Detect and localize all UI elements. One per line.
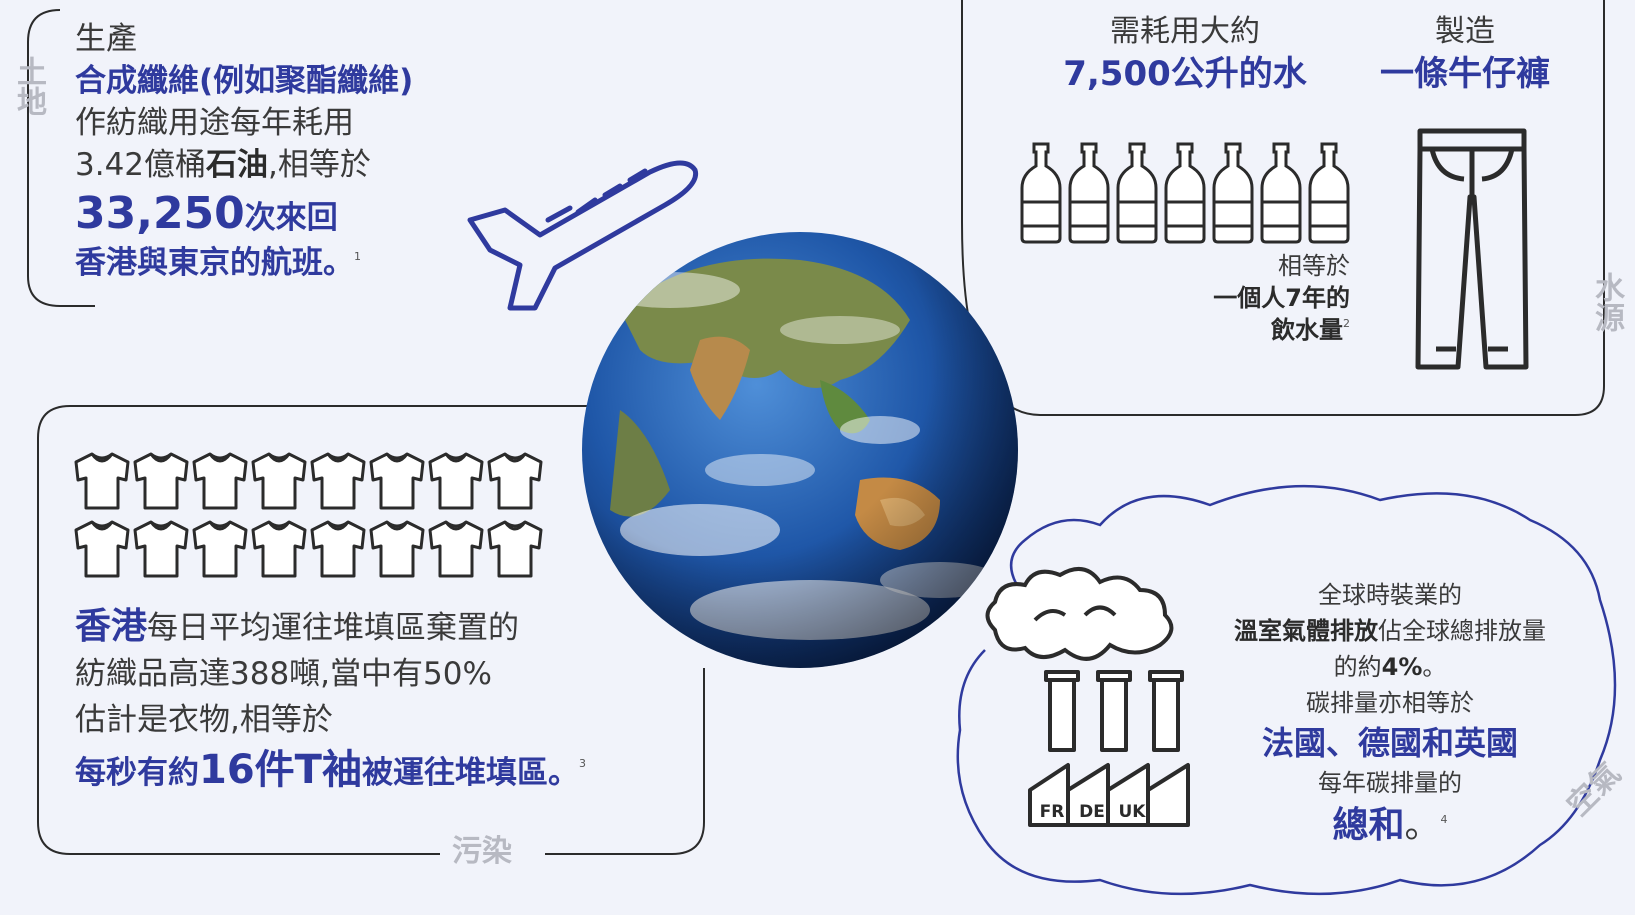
pollution-line-4: 每秒有約16件T袖被運往堆填區。3 [75, 747, 586, 796]
jeans-icon [1415, 128, 1529, 370]
land-line-6: 香港與東京的航班。1 [75, 242, 413, 284]
airplane-icon [467, 160, 699, 311]
air-line-5: 法國、德國和英國 [1261, 724, 1518, 762]
water-bottle-icon [1260, 142, 1302, 244]
water-side-label: 水源 [1589, 272, 1624, 332]
water-footnote: 2 [1343, 317, 1350, 330]
land-route-text: 香港與東京的航班。 [75, 245, 354, 281]
pollution-text-block: 香港每日平均運往堆填區棄置的 紡織品高達388噸,當中有50% 估計是衣物,相等… [75, 604, 586, 796]
water-eq-line1: 相等於 [1278, 252, 1350, 280]
pollution-tshirt-count: 16件T袖 [199, 747, 362, 793]
air-total-word: 總和 [1332, 805, 1405, 846]
water-equivalent: 相等於 一個人7年的 飲水量2 [1140, 250, 1350, 346]
air-footnote: 4 [1440, 813, 1448, 826]
air-line-4: 碳排量亦相等於 [1306, 689, 1474, 717]
water-col1-line1: 需耗用大約 [1110, 14, 1260, 49]
air-text-block: 全球時裝業的 溫室氣體排放佔全球總排放量 的約4%。 碳排量亦相等於 法國、德國… [1190, 577, 1590, 851]
water-col-1: 需耗用大約 7,500公升的水 [1030, 12, 1340, 96]
pollution-line-2: 紡織品高達388噸,當中有50% [75, 656, 492, 692]
land-flight-count: 33,250 [75, 188, 245, 239]
land-roundtrip-text: 次來回 [244, 200, 338, 236]
factory-label-de: DE [1079, 802, 1105, 822]
air-line-2: 溫室氣體排放佔全球總排放量 [1190, 613, 1590, 649]
pollution-line1-rest: 每日平均運往堆填區棄置的 [147, 610, 520, 646]
tshirt-grid [74, 450, 554, 584]
land-oil-word: 石油 [206, 147, 269, 183]
pollution-line-3: 估計是衣物,相等於 [75, 702, 333, 738]
pollution-line-1: 香港每日平均運往堆填區棄置的 [75, 604, 586, 651]
water-bottle-icon [1212, 142, 1254, 244]
land-footnote: 1 [354, 250, 361, 263]
earth-globe-icon [582, 232, 1018, 668]
water-col2-line2: 一條牛仔褲 [1380, 54, 1550, 94]
water-bottle-icon [1308, 142, 1350, 244]
air-line-1: 全球時裝業的 [1318, 581, 1462, 609]
pollution-footnote: 3 [578, 757, 586, 770]
land-text-block: 生產 合成纖維(例如聚酯纖維) 作紡織用途每年耗用 3.42億桶石油,相等於 3… [75, 18, 413, 284]
air-line2-rest: 佔全球總排放量 [1378, 617, 1546, 645]
water-col1-line2: 7,500公升的水 [1063, 54, 1307, 94]
water-bottle-icon [1068, 142, 1110, 244]
water-col-2: 製造 一條牛仔褲 [1360, 12, 1570, 96]
water-bottles [1020, 142, 1350, 244]
land-side-label: 土地 [11, 56, 46, 116]
air-line-6: 每年碳排量的 [1318, 769, 1462, 797]
air-line7-post: 。 [1404, 805, 1441, 846]
pollution-landfill-text: 被運往堆填區。 [361, 755, 579, 791]
tshirt-icons [74, 452, 543, 578]
land-line-2: 合成纖維(例如聚酯纖維) [75, 63, 414, 99]
land-equal-text: ,相等於 [268, 147, 371, 183]
water-bottle-icon [1020, 142, 1062, 244]
land-line-3: 作紡織用途每年耗用 [75, 105, 354, 141]
water-eq-line3-text: 飲水量 [1271, 316, 1343, 344]
factory-label-uk: UK [1118, 802, 1146, 822]
smoke-cloud-icon [985, 566, 1174, 661]
land-line-4: 3.42億桶石油,相等於 [75, 144, 413, 186]
factory-label-fr: FR [1039, 802, 1065, 822]
water-eq-line2: 一個人7年的 [1213, 284, 1350, 312]
land-oil-amount: 3.42億桶 [75, 147, 207, 183]
pollution-side-label: 污染 [452, 834, 512, 869]
air-line-3: 的約4%。 [1190, 649, 1590, 685]
water-bottle-icon [1164, 142, 1206, 244]
factory-icon [1028, 670, 1190, 827]
land-line-1: 生產 [75, 21, 137, 57]
water-col2-line1: 製造 [1435, 14, 1495, 49]
air-line3-pre: 的約 [1333, 653, 1382, 681]
pollution-per-second: 每秒有約 [75, 755, 199, 791]
water-bottle-icon [1116, 142, 1158, 244]
air-ghg-word: 溫室氣體排放 [1234, 617, 1378, 645]
air-percent: 4% [1381, 653, 1423, 681]
air-line-7: 總和。4 [1190, 801, 1590, 851]
air-line3-post: 。 [1422, 653, 1447, 681]
water-eq-line3: 飲水量2 [1140, 314, 1350, 346]
land-big-line: 33,250次來回 [75, 190, 413, 242]
pollution-hk-word: 香港 [75, 606, 148, 647]
